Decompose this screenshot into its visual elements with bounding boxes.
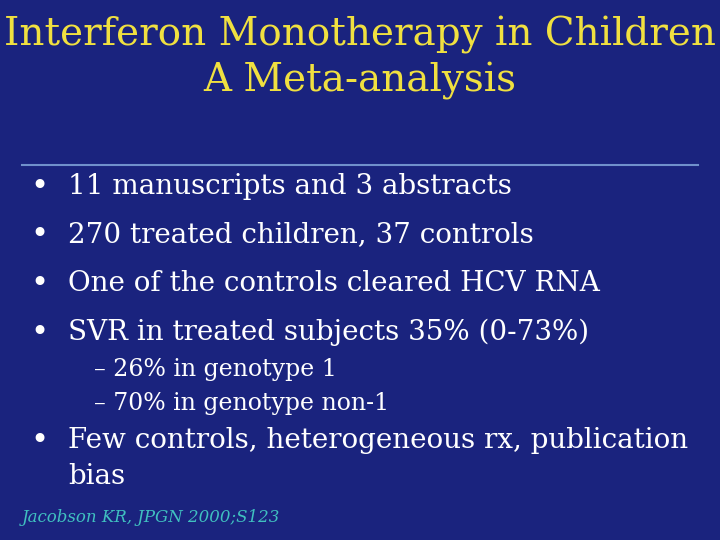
Text: – 26% in genotype 1: – 26% in genotype 1 bbox=[94, 359, 336, 381]
Text: bias: bias bbox=[68, 463, 125, 490]
Text: •: • bbox=[30, 172, 49, 201]
Text: – 70% in genotype non-1: – 70% in genotype non-1 bbox=[94, 393, 389, 415]
Text: •: • bbox=[30, 318, 49, 347]
Text: 270 treated children, 37 controls: 270 treated children, 37 controls bbox=[68, 221, 534, 248]
Text: One of the controls cleared HCV RNA: One of the controls cleared HCV RNA bbox=[68, 270, 600, 297]
Text: Interferon Monotherapy in Children
A Meta-analysis: Interferon Monotherapy in Children A Met… bbox=[4, 16, 716, 99]
Text: Few controls, heterogeneous rx, publication: Few controls, heterogeneous rx, publicat… bbox=[68, 427, 688, 454]
Text: SVR in treated subjects 35% (0-73%): SVR in treated subjects 35% (0-73%) bbox=[68, 319, 590, 346]
Text: Jacobson KR, JPGN 2000;S123: Jacobson KR, JPGN 2000;S123 bbox=[22, 510, 280, 526]
Text: •: • bbox=[30, 220, 49, 249]
Text: 11 manuscripts and 3 abstracts: 11 manuscripts and 3 abstracts bbox=[68, 173, 512, 200]
Text: •: • bbox=[30, 269, 49, 298]
Text: •: • bbox=[30, 426, 49, 455]
